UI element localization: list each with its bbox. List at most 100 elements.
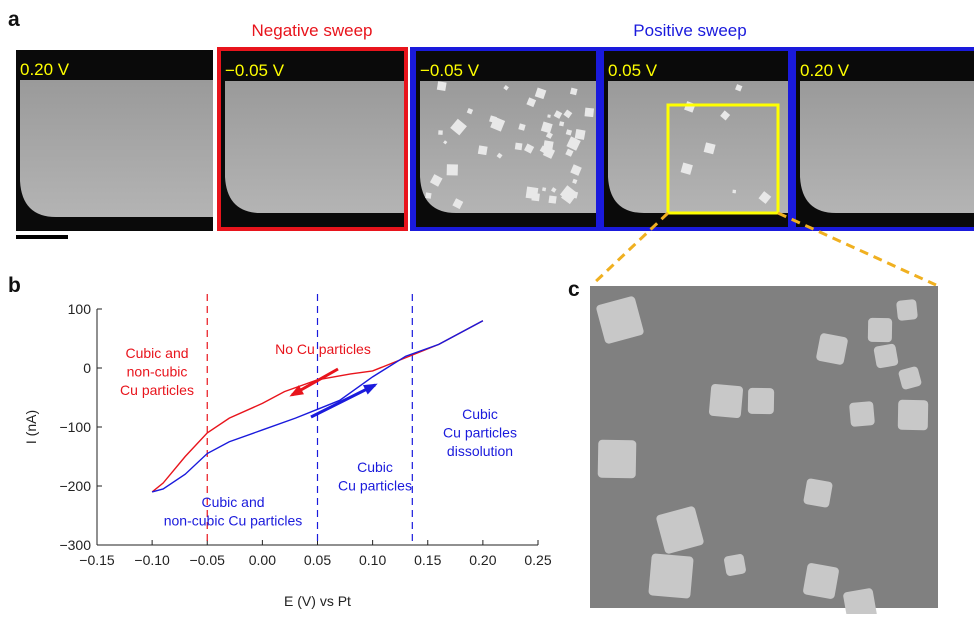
particle [896, 299, 918, 321]
particle [572, 178, 578, 184]
negative-sweep-label: Negative sweep [252, 21, 373, 40]
particle [518, 123, 526, 131]
particle [452, 198, 464, 210]
particle [563, 109, 573, 119]
particle [816, 333, 848, 365]
potential-label: −0.05 V [420, 61, 480, 80]
particle [584, 107, 595, 118]
x-tick-label: 0.05 [304, 552, 331, 568]
particle [526, 97, 537, 108]
annotation: Cubic and [201, 494, 264, 510]
particle [724, 554, 746, 576]
y-tick-label: −100 [59, 419, 91, 435]
particle [732, 189, 737, 194]
panel-label: a [8, 8, 20, 31]
particle [758, 191, 772, 204]
particle [540, 121, 553, 134]
particle [898, 366, 922, 390]
x-tick-label: −0.10 [134, 552, 170, 568]
particle [648, 553, 694, 599]
micrograph-body [796, 81, 974, 213]
annotation: Cubic and [125, 345, 188, 361]
zoom-image [590, 286, 938, 619]
y-axis-label: I (nA) [23, 410, 39, 444]
particle [429, 174, 443, 187]
particle [596, 296, 644, 344]
particle [477, 145, 488, 156]
annotation: Cu particles [443, 425, 517, 441]
panel-label: c [568, 278, 580, 301]
particle [525, 186, 539, 200]
particle [565, 148, 574, 157]
micrograph-body [416, 81, 596, 213]
particle [803, 478, 833, 508]
particle [569, 87, 578, 96]
potential-label: 0.20 V [20, 60, 70, 79]
zoom-connector [590, 211, 670, 287]
x-tick-label: 0.25 [524, 552, 551, 568]
annotation: Cu particles [120, 382, 194, 398]
particle [438, 130, 443, 135]
positive-sweep-label: Positive sweep [633, 21, 746, 40]
particle [703, 142, 716, 155]
particle [446, 164, 458, 176]
particle [450, 118, 467, 136]
annotation: non-cubic [127, 364, 188, 380]
annotation: dissolution [447, 443, 513, 459]
y-tick-label: −300 [59, 537, 91, 553]
image-strip: 0.20 V −0.05 V −0.05 V 0.05 V 0.20 V [16, 47, 974, 287]
particle [803, 563, 839, 599]
particle [443, 140, 448, 145]
particle [542, 187, 547, 192]
potential-label: 0.20 V [800, 61, 850, 80]
particle [489, 115, 497, 124]
y-tick-label: 100 [68, 301, 92, 317]
x-tick-label: 0.00 [249, 552, 276, 568]
x-tick-label: 0.10 [359, 552, 386, 568]
annotation: Cubic [357, 459, 393, 475]
chart: −0.15 −0.10 −0.05 0.00 0.05 0.10 0.15 0.20 0.25 −… [23, 294, 552, 609]
particle [574, 129, 586, 140]
particle [425, 192, 432, 199]
particle [547, 114, 551, 118]
particle [559, 121, 565, 127]
particle [867, 317, 893, 343]
particle [735, 84, 743, 92]
particle [534, 87, 547, 100]
particle [897, 399, 929, 431]
particle [566, 136, 581, 151]
particle [543, 140, 554, 151]
particle [656, 506, 704, 554]
annotation: Cu particles [338, 478, 412, 494]
sweep-arrow [310, 383, 376, 419]
particle [720, 110, 731, 121]
micrograph-body [604, 81, 788, 213]
particle [496, 152, 503, 159]
particle [514, 142, 523, 151]
particle [873, 343, 899, 369]
micrograph-body [16, 80, 213, 217]
annotation: No Cu particles [275, 341, 371, 357]
particle [503, 84, 509, 91]
x-tick-label: 0.15 [414, 552, 441, 568]
particle [553, 110, 563, 119]
particle [550, 187, 557, 193]
particle [747, 387, 775, 415]
y-tick-label: 0 [83, 360, 91, 376]
particle [708, 383, 744, 419]
y-tick-label: −200 [59, 478, 91, 494]
particle [680, 162, 693, 175]
x-tick-label: −0.15 [79, 552, 115, 568]
particle [570, 164, 582, 176]
x-tick-label: −0.05 [190, 552, 226, 568]
particle [849, 401, 875, 427]
particle [466, 107, 474, 115]
annotation: non-cubic Cu particles [164, 513, 303, 529]
x-axis-label: E (V) vs Pt [284, 593, 351, 609]
potential-label: 0.05 V [608, 61, 658, 80]
arrow-head [363, 383, 378, 395]
x-tick-label: 0.20 [469, 552, 496, 568]
arrow-head [289, 385, 304, 397]
particle [548, 195, 557, 204]
